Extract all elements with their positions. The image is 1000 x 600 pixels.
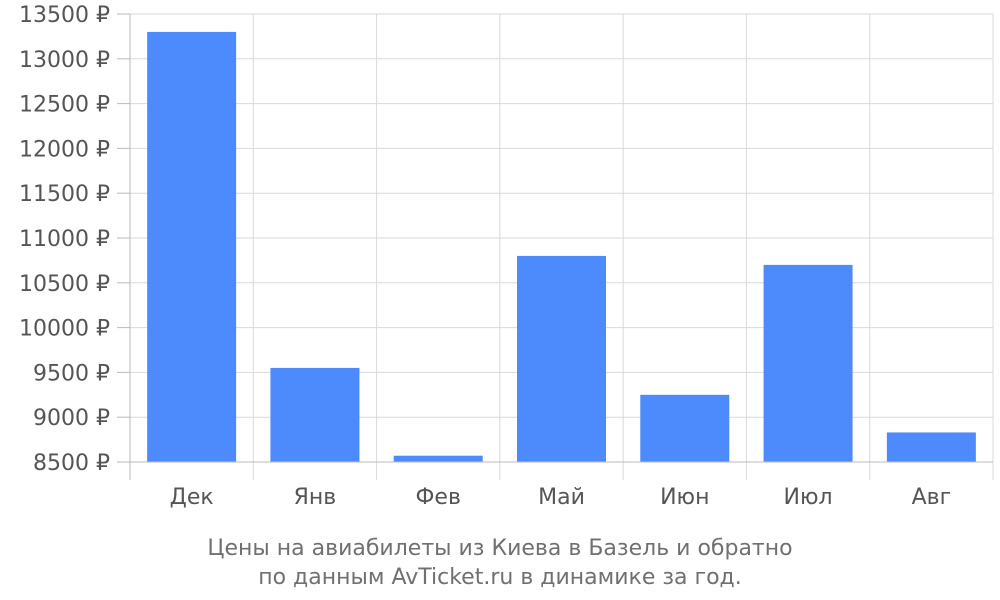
y-tick-label: 13000 ₽ <box>19 48 110 73</box>
y-tick-label: 11000 ₽ <box>19 227 110 252</box>
chart-caption-line-2: по данным AvTicket.ru в динамике за год. <box>258 565 742 590</box>
y-tick-label: 9000 ₽ <box>33 406 110 431</box>
bar <box>763 264 853 462</box>
x-tick-label: Дек <box>170 485 214 510</box>
bars <box>147 31 976 462</box>
y-tick-label: 11500 ₽ <box>19 182 110 207</box>
y-tick-label: 8500 ₽ <box>33 451 110 476</box>
x-tick-label: Июн <box>660 485 709 510</box>
x-tick-label: Фев <box>415 485 460 510</box>
x-tick-label: Авг <box>912 485 952 510</box>
y-tick-label: 12500 ₽ <box>19 93 110 118</box>
y-tick-labels: 8500 ₽ 9000 ₽ 9500 ₽ 10000 ₽ 10500 ₽ 11000 ₽ 1… <box>19 3 110 476</box>
y-tick-label: 10000 ₽ <box>19 317 110 342</box>
x-tick-label: Май <box>538 485 585 510</box>
y-tick-label: 12000 ₽ <box>19 137 110 162</box>
y-tick-label: 13500 ₽ <box>19 3 110 28</box>
bar <box>640 394 730 462</box>
x-tick-labels: Дек Янв Фев Май Июн Июл Авг <box>170 485 952 510</box>
bar <box>393 455 483 462</box>
bar <box>147 31 237 462</box>
bar <box>517 255 606 462</box>
chart-caption-line-1: Цены на авиабилеты из Киева в Базель и о… <box>207 536 792 561</box>
bar <box>886 432 976 462</box>
x-tick-label: Янв <box>294 485 337 510</box>
y-tick-label: 10500 ₽ <box>19 272 110 297</box>
y-tick-label: 9500 ₽ <box>33 361 110 386</box>
axes <box>117 13 993 480</box>
x-tick-label: Июл <box>784 485 833 510</box>
bar <box>270 367 360 462</box>
